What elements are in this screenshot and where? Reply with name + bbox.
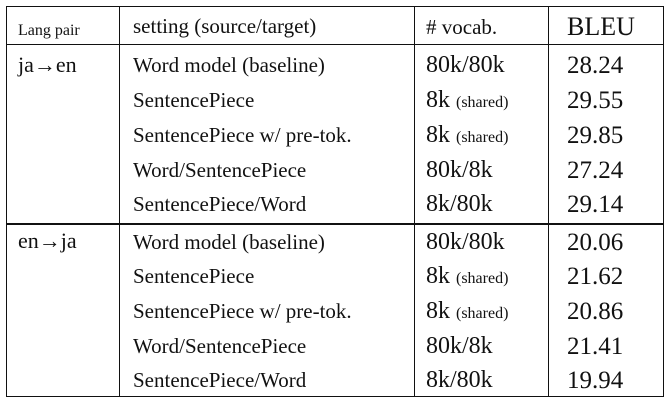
row-vocab: 80k/80k	[426, 52, 505, 78]
row-setting: SentencePiece w/ pre-tok.	[133, 123, 352, 147]
header-lang-pair: Lang pair	[18, 22, 80, 39]
row-bleu: 29.55	[567, 87, 624, 114]
group-separator-rule	[6, 223, 664, 225]
row-setting: Word model (baseline)	[133, 230, 325, 254]
row-vocab: 8k (shared)	[426, 299, 508, 323]
column-divider	[548, 6, 549, 397]
vocab-value: 8k	[426, 87, 450, 113]
top-rule	[6, 6, 664, 7]
row-vocab: 8k (shared)	[426, 88, 508, 112]
vocab-note: (shared)	[456, 270, 509, 287]
column-divider	[663, 6, 664, 397]
header-vocab: # vocab.	[426, 15, 498, 39]
row-vocab: 8k (shared)	[426, 123, 508, 147]
row-setting: Word/SentencePiece	[133, 334, 307, 358]
header-setting: setting (source/target)	[133, 14, 317, 38]
row-setting: SentencePiece	[133, 88, 255, 112]
row-setting: SentencePiece w/ pre-tok.	[133, 299, 352, 323]
header-bleu: BLEU	[567, 12, 635, 41]
row-bleu: 27.24	[567, 157, 624, 184]
row-bleu: 21.41	[567, 333, 624, 360]
row-bleu: 28.24	[567, 52, 624, 79]
vocab-note: (shared)	[456, 129, 509, 146]
row-vocab: 80k/8k	[426, 157, 493, 183]
results-table: Lang pair setting (source/target) # voca…	[6, 6, 664, 397]
row-bleu: 20.06	[567, 229, 624, 256]
row-setting: SentencePiece	[133, 264, 255, 288]
row-bleu: 20.86	[567, 298, 624, 325]
row-setting: SentencePiece/Word	[133, 368, 307, 392]
vocab-value: 8k	[426, 122, 450, 148]
row-vocab: 80k/80k	[426, 229, 505, 255]
column-divider	[414, 6, 415, 397]
row-bleu: 29.85	[567, 122, 624, 149]
row-setting: SentencePiece/Word	[133, 192, 307, 216]
bottom-rule	[6, 396, 664, 397]
group-lang-pair: en→ja	[18, 228, 77, 253]
vocab-note: (shared)	[456, 305, 509, 322]
row-vocab: 80k/8k	[426, 333, 493, 359]
column-divider	[119, 6, 120, 397]
vocab-note: (shared)	[456, 94, 509, 111]
row-setting: Word model (baseline)	[133, 53, 325, 77]
header-rule	[6, 44, 664, 45]
row-bleu: 21.62	[567, 263, 624, 290]
row-setting: Word/SentencePiece	[133, 158, 307, 182]
vocab-value: 8k	[426, 298, 450, 324]
vocab-value: 8k	[426, 263, 450, 289]
row-vocab: 8k (shared)	[426, 264, 508, 288]
row-vocab: 8k/80k	[426, 367, 493, 393]
group-lang-pair: ja→en	[18, 52, 77, 77]
column-divider	[6, 6, 7, 397]
row-bleu: 29.14	[567, 191, 624, 218]
row-bleu: 19.94	[567, 367, 624, 394]
row-vocab: 8k/80k	[426, 191, 493, 217]
